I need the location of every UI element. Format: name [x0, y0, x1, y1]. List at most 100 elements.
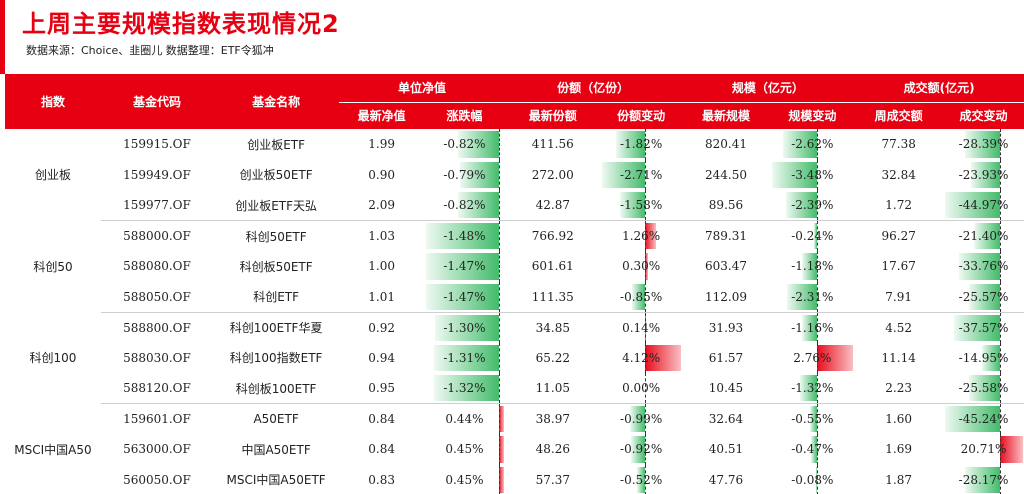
- negative-bar: [786, 192, 818, 218]
- table-row: 588120.OF 科创板100ETF 0.95 -1.32% 11.05 0.00% 10…: [5, 373, 1024, 404]
- zero-axis-line: [999, 312, 1001, 343]
- cell-scale: 61.57: [708, 350, 744, 365]
- cell-vol: 1.72: [854, 190, 944, 221]
- change-value: 0.44%: [445, 412, 484, 426]
- cell-vol-chg: -28.17%: [943, 464, 1024, 494]
- change-value: -0.47%: [791, 442, 834, 457]
- cell-scale-chg: -2.31%: [770, 281, 855, 313]
- zero-axis-line: [499, 190, 501, 220]
- header-vol: 周成交额: [854, 102, 944, 129]
- negative-bar: [802, 314, 818, 341]
- change-value: -33.76%: [958, 259, 1009, 274]
- cell-vol-chg: -14.95%: [943, 342, 1024, 373]
- header-name: 基金名称: [213, 74, 340, 129]
- cell-code: 588030.OF: [123, 350, 191, 365]
- change-value: 0.30%: [622, 259, 661, 274]
- change-value: 1.26%: [622, 229, 661, 243]
- cell-nav-chg: -1.48%: [424, 221, 505, 251]
- cell-vol-chg: -25.57%: [943, 281, 1024, 313]
- zero-axis-line: [999, 190, 1001, 220]
- cell-code: 560050.OF: [100, 464, 213, 494]
- cell-nav-chg: -0.82%: [424, 190, 505, 221]
- cell-vol: 1.69: [885, 442, 913, 457]
- table-body: 创业板 159915.OF 创业板ETF 1.99 -0.82% 411.56 -1.82%…: [5, 129, 1024, 494]
- negative-bar: [944, 406, 1000, 432]
- zero-axis-line: [645, 221, 647, 251]
- cell-nav-chg: -1.47%: [424, 251, 505, 282]
- change-value: -1.82%: [620, 137, 663, 152]
- cell-nav-chg: 0.45%: [424, 434, 505, 465]
- change-value: -0.55%: [791, 412, 834, 426]
- zero-axis-line: [645, 373, 647, 403]
- header-index: 指数: [5, 74, 101, 129]
- zero-axis-line: [999, 342, 1001, 373]
- cell-vol-chg: 20.71%: [943, 434, 1024, 465]
- change-value: -1.18%: [791, 259, 834, 274]
- header-scale-chg: 规模变动: [770, 102, 855, 129]
- change-value: -1.58%: [620, 198, 663, 212]
- cell-scale: 32.64: [708, 412, 744, 426]
- cell-scale: 112.09: [681, 281, 771, 313]
- page-title: 上周主要规模指数表现情况2: [22, 10, 340, 38]
- positive-bar: [645, 223, 657, 249]
- cell-nav-chg: -1.31%: [424, 342, 505, 373]
- cell-vol: 1.60: [885, 412, 913, 426]
- zero-axis-line: [499, 464, 501, 494]
- zero-axis-line: [999, 404, 1001, 434]
- cell-vol-chg: -28.39%: [943, 129, 1024, 160]
- zero-axis-line: [817, 434, 819, 465]
- cell-scale-chg: -2.39%: [770, 190, 855, 221]
- data-source-note: 数据来源：Choice、韭圈儿 数据整理：ETF令狐冲: [26, 44, 274, 57]
- cell-share: 11.05: [504, 373, 601, 404]
- cell-vol: 32.84: [881, 167, 916, 182]
- zero-axis-line: [499, 312, 501, 343]
- positive-bar: [645, 253, 648, 280]
- index-group-label: 科创50: [33, 259, 73, 274]
- header-scale-group: 规模（亿元）: [681, 74, 855, 103]
- cell-vol-chg: -33.76%: [943, 251, 1024, 282]
- zero-axis-line: [645, 190, 647, 220]
- zero-axis-line: [817, 221, 819, 251]
- cell-code: 159977.OF: [100, 190, 213, 221]
- cell-share-chg: -1.82%: [601, 129, 682, 160]
- zero-axis-line: [817, 129, 819, 160]
- cell-scale: 244.50: [704, 167, 747, 182]
- cell-share-chg: -0.85%: [600, 281, 682, 313]
- negative-bar: [981, 344, 1000, 371]
- header-scale: 最新规模: [681, 102, 771, 129]
- negative-bar: [458, 131, 500, 158]
- cell-vol-chg: -25.58%: [943, 373, 1024, 404]
- cell-share: 766.92: [531, 229, 574, 243]
- cell-vol-chg: -21.40%: [943, 221, 1024, 251]
- cell-share-chg: 0.00%: [600, 373, 682, 404]
- cell-scale-chg: -0.24%: [770, 221, 854, 251]
- change-value: -2.71%: [620, 167, 663, 182]
- change-value: -37.57%: [958, 320, 1009, 335]
- cell-scale: 40.51: [708, 442, 744, 457]
- zero-axis-line: [499, 281, 501, 312]
- change-value: -1.48%: [443, 229, 486, 243]
- zero-axis-line: [817, 404, 819, 434]
- change-value: -21.40%: [958, 229, 1009, 243]
- cell-scale: 10.45: [681, 373, 771, 404]
- zero-axis-line: [499, 434, 501, 465]
- change-value: -28.39%: [958, 137, 1009, 152]
- change-value: -0.85%: [620, 289, 663, 304]
- zero-axis-line: [645, 251, 647, 282]
- cell-share: 48.26: [535, 442, 570, 457]
- positive-bar: [499, 466, 505, 493]
- change-value: -0.82%: [443, 198, 486, 212]
- cell-code: 588050.OF: [100, 281, 213, 313]
- cell-vol: 4.52: [885, 320, 913, 335]
- cell-share-chg: -0.52%: [600, 464, 682, 494]
- cell-nav: 0.94: [368, 350, 395, 365]
- cell-code: 588000.OF: [123, 229, 191, 243]
- cell-scale-chg: -1.18%: [770, 251, 854, 282]
- cell-nav: 0.95: [339, 373, 425, 404]
- change-value: -2.31%: [791, 289, 834, 304]
- zero-axis-line: [499, 221, 501, 251]
- change-value: -0.82%: [443, 137, 486, 152]
- negative-bar: [816, 466, 818, 493]
- cell-code: 588120.OF: [100, 373, 213, 404]
- negative-bar: [434, 314, 500, 341]
